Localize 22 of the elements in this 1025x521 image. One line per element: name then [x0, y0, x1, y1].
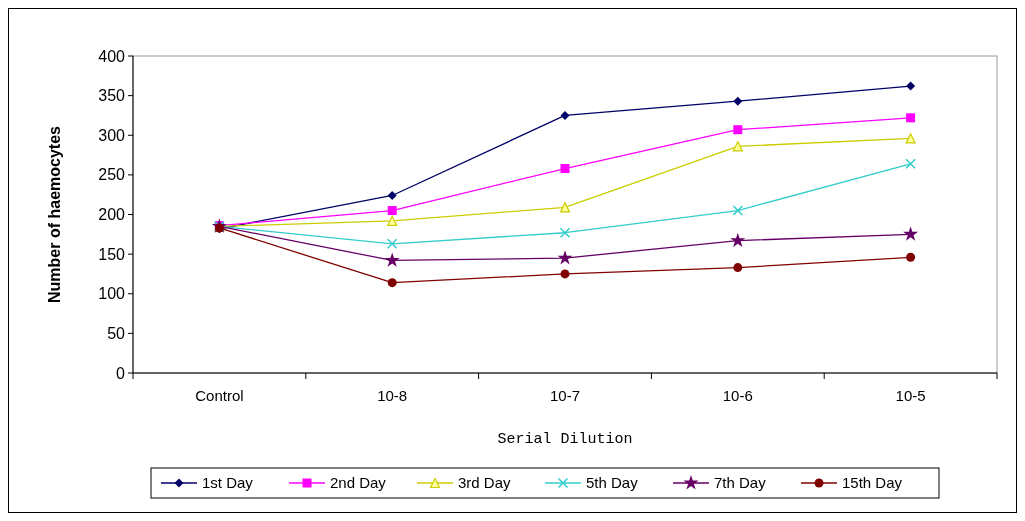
x-tick-label: 10-7 — [549, 387, 581, 404]
x-tick-label: 10-8 — [377, 387, 408, 404]
legend-label: 7th Day — [714, 474, 767, 492]
x-tick-label: 10-5 — [895, 387, 926, 404]
y-tick-label: 300 — [98, 126, 126, 144]
legend-label: 2nd Day — [330, 474, 387, 492]
y-tick-label: 0 — [116, 364, 126, 382]
y-tick-label: 50 — [107, 324, 126, 342]
x-tick-label: Control — [195, 387, 244, 404]
x-tick-label: 10-6 — [722, 387, 753, 404]
legend-label: 15th Day — [842, 474, 903, 492]
legend-label: 3rd Day — [458, 474, 512, 492]
y-tick-label: 350 — [98, 87, 126, 105]
legend-label: 1st Day — [202, 474, 254, 492]
y-tick-label: 150 — [98, 245, 126, 263]
y-tick-label: 200 — [98, 206, 126, 224]
y-tick-label: 100 — [98, 285, 126, 303]
y-tick-label: 400 — [98, 47, 126, 65]
legend-label: 5th Day — [586, 474, 639, 492]
x-axis-title: Serial Dilution — [497, 431, 633, 448]
y-tick-label: 250 — [98, 166, 126, 184]
y-axis-title: Number of haemocytes — [46, 125, 63, 303]
